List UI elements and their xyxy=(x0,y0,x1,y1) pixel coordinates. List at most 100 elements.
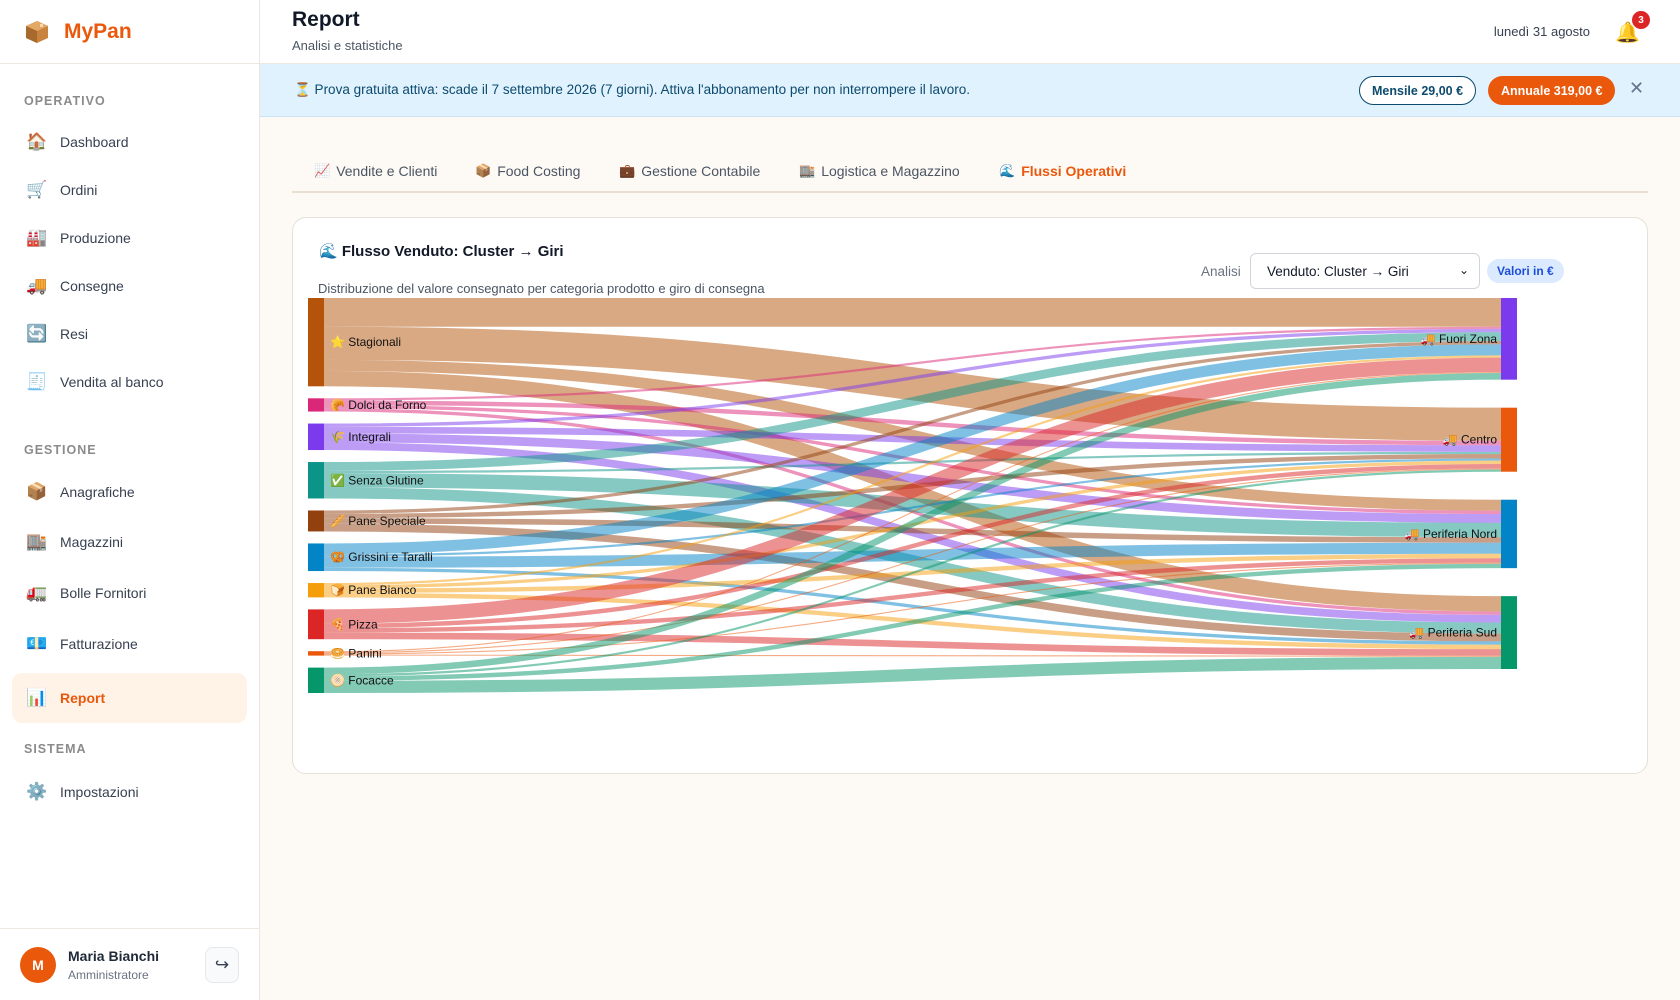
sankey-target-label: 🚚 Fuori Zona xyxy=(1421,332,1498,346)
sidebar-item-label: Ordini xyxy=(60,182,98,198)
sankey-link[interactable] xyxy=(323,473,1502,538)
tab-logistica-magazzino[interactable]: 🏬 Logistica e Magazzino xyxy=(799,163,960,179)
sankey-link[interactable] xyxy=(323,404,1502,515)
sankey-source-node[interactable] xyxy=(308,583,324,598)
sankey-link[interactable] xyxy=(323,426,1502,452)
sankey-link[interactable] xyxy=(323,355,1502,586)
sidebar-item-impostazioni[interactable]: ⚙️ Impostazioni xyxy=(12,767,247,817)
sidebar-item-report[interactable]: 📊 Report xyxy=(12,673,247,723)
close-icon[interactable]: ✕ xyxy=(1629,78,1645,98)
briefcase-icon: 💼 xyxy=(619,163,636,178)
page-subtitle: Analisi e statistiche xyxy=(292,38,403,53)
sidebar-item-fatturazione[interactable]: 💶 Fatturazione xyxy=(12,619,247,669)
sankey-link[interactable] xyxy=(323,656,1502,694)
sankey-link[interactable] xyxy=(323,328,1502,427)
sidebar-item-consegne[interactable]: 🚚 Consegne xyxy=(12,261,247,311)
box-icon: 📦 xyxy=(26,482,48,501)
sankey-target-node[interactable] xyxy=(1501,499,1517,569)
sidebar-item-magazzini[interactable]: 🏬 Magazzini xyxy=(12,517,247,567)
sidebar-item-anagrafiche[interactable]: 📦 Anagrafiche xyxy=(12,467,247,517)
sankey-link[interactable] xyxy=(323,463,1502,629)
top-header: Report Analisi e statistiche lunedì 31 a… xyxy=(260,0,1680,64)
chevron-down-icon: ⌄ xyxy=(1458,263,1469,277)
sankey-link[interactable] xyxy=(323,632,1502,656)
sankey-target-label: 🚚 Periferia Nord xyxy=(1405,527,1497,541)
sankey-source-node[interactable] xyxy=(308,462,324,499)
current-date: lunedì 31 agosto xyxy=(1493,24,1590,39)
sankey-link[interactable] xyxy=(323,518,1502,543)
app-name: MyPan xyxy=(64,19,132,43)
sidebar-item-label: Resi xyxy=(60,326,89,342)
sankey-link[interactable] xyxy=(323,332,1502,471)
sankey-link[interactable] xyxy=(323,341,1502,514)
sankey-link[interactable] xyxy=(323,567,1502,645)
sankey-source-node[interactable] xyxy=(308,543,324,572)
sankey-link[interactable] xyxy=(323,400,1502,446)
sidebar-item-produzione[interactable]: 🏭 Produzione xyxy=(12,213,247,263)
sankey-target-node[interactable] xyxy=(1501,298,1517,380)
sankey-link[interactable] xyxy=(323,558,1502,633)
sankey-link[interactable] xyxy=(323,542,1502,568)
sankey-source-node[interactable] xyxy=(308,651,324,656)
sidebar-item-resi[interactable]: 🔄 Resi xyxy=(12,309,247,359)
sankey-link[interactable] xyxy=(323,359,1502,511)
sankey-link[interactable] xyxy=(323,357,1502,624)
section-operativo: OPERATIVO xyxy=(24,94,106,108)
chart-up-icon: 📈 xyxy=(314,163,331,178)
logout-icon: ↪ xyxy=(214,955,230,974)
receipt-icon: 🧾 xyxy=(26,372,48,391)
monthly-plan-button[interactable]: Mensile 29,00 € xyxy=(1359,76,1477,105)
card-description: Distribuzione del valore consegnato per … xyxy=(318,281,765,296)
analisi-select[interactable]: Venduto: Cluster → Giri ⌄ xyxy=(1250,253,1480,289)
sankey-card: 🌊 Flusso Venduto: Cluster → Giri Distrib… xyxy=(292,217,1648,774)
sankey-source-node[interactable] xyxy=(308,510,324,532)
sankey-source-node[interactable] xyxy=(308,609,324,640)
sankey-link[interactable] xyxy=(323,373,1502,675)
sidebar-item-label: Vendita al banco xyxy=(60,374,164,390)
bell-icon[interactable]: 🔔 xyxy=(1615,22,1640,44)
sankey-link[interactable] xyxy=(323,326,1502,441)
building-icon: 🏬 xyxy=(26,532,48,551)
box-logo-icon xyxy=(26,20,48,43)
sankey-link[interactable] xyxy=(323,451,1502,474)
sidebar-item-bolle-fornitori[interactable]: 🚛 Bolle Fornitori xyxy=(12,568,247,618)
sankey-link[interactable] xyxy=(323,458,1502,557)
avatar[interactable]: M xyxy=(20,946,56,983)
sankey-target-node[interactable] xyxy=(1501,407,1517,472)
brand[interactable]: MyPan xyxy=(0,0,259,64)
yearly-plan-button[interactable]: Annuale 319,00 € xyxy=(1488,76,1616,105)
sankey-target-node[interactable] xyxy=(1501,596,1517,669)
sidebar-item-ordini[interactable]: 🛒 Ordini xyxy=(12,165,247,215)
sidebar-item-dashboard[interactable]: 🏠 Dashboard xyxy=(12,117,247,167)
sidebar-item-label: Report xyxy=(60,690,106,706)
sidebar-item-label: Dashboard xyxy=(60,134,129,150)
sidebar-item-vendita-banco[interactable]: 🧾 Vendita al banco xyxy=(12,357,247,407)
user-panel: M Maria Bianchi Amministratore ↪ xyxy=(0,928,259,1000)
sankey-link[interactable] xyxy=(323,326,1502,401)
sankey-link[interactable] xyxy=(323,469,1502,677)
sankey-chart: ⭐ Stagionali 🥐 Dolci da Forno 🌾 Integrali ✅… xyxy=(308,298,1517,694)
sankey-source-node[interactable] xyxy=(308,423,324,451)
tab-vendite-clienti[interactable]: 📈 Vendite e Clienti xyxy=(314,163,437,179)
sankey-source-label: 🥨 Grissini e Taralli xyxy=(330,550,433,564)
sankey-link[interactable] xyxy=(323,468,1502,654)
sankey-link[interactable] xyxy=(323,654,1502,657)
sankey-link[interactable] xyxy=(323,344,1502,555)
tab-label: Vendite e Clienti xyxy=(336,163,438,179)
sankey-link[interactable] xyxy=(323,433,1502,523)
tab-gestione-contabile[interactable]: 💼 Gestione Contabile xyxy=(619,163,760,179)
sankey-link[interactable] xyxy=(323,562,1502,655)
page-title: Report xyxy=(292,8,360,31)
logout-button[interactable]: ↪ xyxy=(205,947,239,983)
sankey-source-node[interactable] xyxy=(308,398,324,412)
sankey-link[interactable] xyxy=(323,371,1502,653)
sankey-source-node[interactable] xyxy=(308,298,324,387)
tab-food-costing[interactable]: 📦 Food Costing xyxy=(475,163,580,179)
tab-flussi-operativi[interactable]: 🌊 Flussi Operativi xyxy=(999,163,1126,179)
values-badge: Valori in € xyxy=(1487,259,1564,283)
sankey-source-node[interactable] xyxy=(308,667,324,693)
sankey-link[interactable] xyxy=(323,563,1502,681)
sankey-source-label: 🍕 Pizza xyxy=(330,617,378,631)
bar-chart-icon: 📊 xyxy=(26,688,48,707)
report-tabs: 📈 Vendite e Clienti 📦 Food Costing 💼 Ges… xyxy=(292,151,1648,193)
